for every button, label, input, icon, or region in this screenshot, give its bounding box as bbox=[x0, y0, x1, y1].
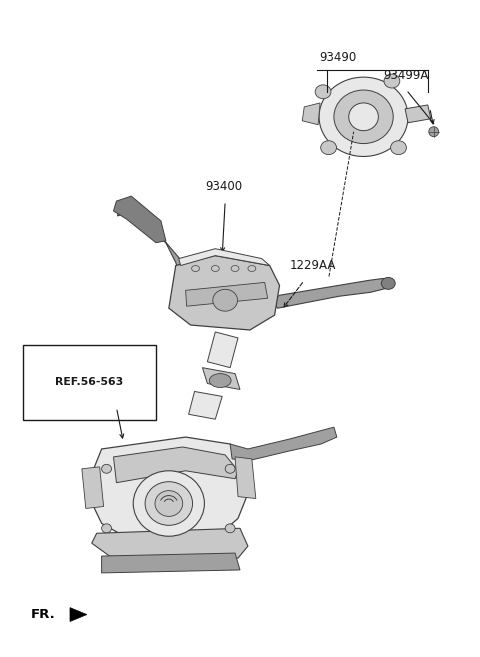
Polygon shape bbox=[272, 279, 386, 308]
Ellipse shape bbox=[145, 482, 192, 526]
Polygon shape bbox=[189, 392, 222, 419]
Polygon shape bbox=[113, 447, 238, 483]
Polygon shape bbox=[82, 467, 104, 509]
Polygon shape bbox=[92, 528, 248, 563]
Ellipse shape bbox=[248, 265, 256, 271]
Polygon shape bbox=[113, 196, 166, 242]
Polygon shape bbox=[405, 105, 431, 123]
Ellipse shape bbox=[321, 141, 336, 154]
Polygon shape bbox=[90, 437, 248, 546]
Ellipse shape bbox=[225, 464, 235, 473]
Polygon shape bbox=[186, 283, 268, 306]
Text: 93490: 93490 bbox=[319, 51, 356, 64]
Ellipse shape bbox=[349, 103, 378, 131]
Text: 93400: 93400 bbox=[205, 180, 242, 193]
Text: REF.56-563: REF.56-563 bbox=[55, 378, 123, 388]
Polygon shape bbox=[118, 206, 186, 271]
Ellipse shape bbox=[319, 77, 408, 156]
Ellipse shape bbox=[211, 265, 219, 271]
Ellipse shape bbox=[391, 141, 407, 154]
Polygon shape bbox=[203, 368, 240, 390]
Ellipse shape bbox=[334, 90, 393, 144]
Ellipse shape bbox=[155, 491, 183, 516]
Text: 1229AA: 1229AA bbox=[289, 260, 336, 273]
Polygon shape bbox=[169, 256, 279, 330]
Ellipse shape bbox=[231, 265, 239, 271]
Polygon shape bbox=[302, 103, 320, 125]
Ellipse shape bbox=[315, 85, 331, 99]
Ellipse shape bbox=[102, 524, 111, 533]
Text: 93499A: 93499A bbox=[384, 69, 429, 82]
Polygon shape bbox=[207, 332, 238, 368]
Ellipse shape bbox=[381, 277, 395, 289]
Ellipse shape bbox=[133, 471, 204, 536]
Polygon shape bbox=[179, 249, 270, 265]
Ellipse shape bbox=[213, 289, 238, 311]
Text: FR.: FR. bbox=[30, 608, 55, 621]
Ellipse shape bbox=[225, 524, 235, 533]
Ellipse shape bbox=[429, 127, 439, 137]
Ellipse shape bbox=[384, 74, 400, 88]
Ellipse shape bbox=[209, 374, 231, 388]
Polygon shape bbox=[102, 553, 240, 573]
Polygon shape bbox=[70, 608, 87, 622]
Ellipse shape bbox=[102, 464, 111, 473]
Polygon shape bbox=[235, 457, 256, 499]
Ellipse shape bbox=[192, 265, 200, 271]
Polygon shape bbox=[230, 427, 337, 461]
